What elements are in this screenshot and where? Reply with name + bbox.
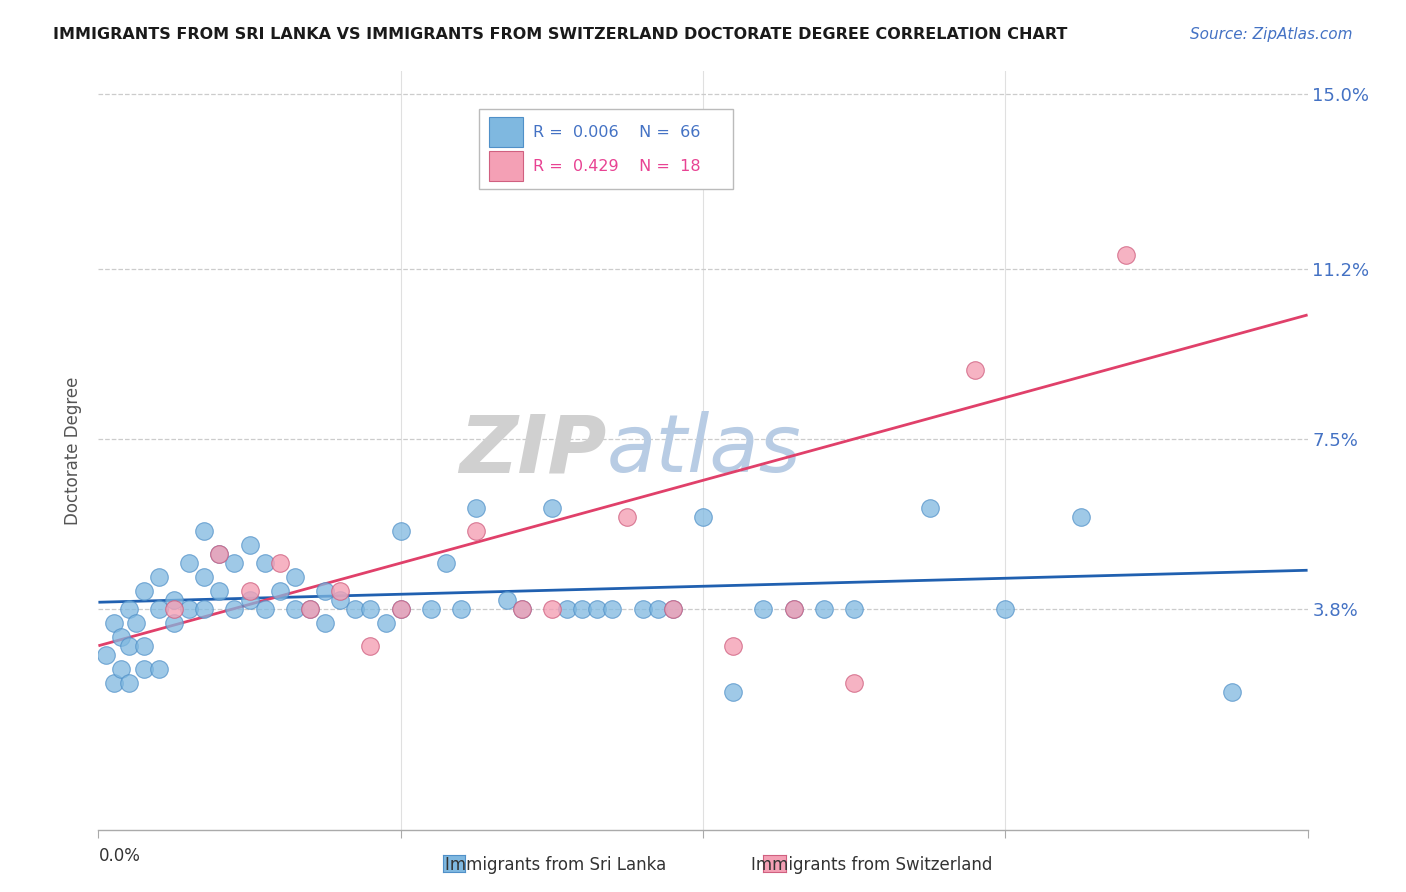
- Point: [253, 602, 276, 616]
- Point: [179, 602, 201, 616]
- Point: [465, 500, 488, 515]
- Point: [510, 602, 533, 616]
- Point: [132, 583, 155, 598]
- Point: [540, 602, 562, 616]
- Point: [148, 662, 170, 676]
- Text: R =  0.429    N =  18: R = 0.429 N = 18: [533, 159, 700, 174]
- Point: [208, 547, 231, 561]
- Point: [125, 615, 148, 630]
- Point: [510, 602, 533, 616]
- Point: [661, 602, 683, 616]
- Point: [208, 547, 231, 561]
- Point: [224, 556, 246, 570]
- Point: [284, 570, 307, 584]
- Point: [239, 538, 262, 552]
- Point: [434, 556, 457, 570]
- Point: [1115, 248, 1137, 262]
- Point: [813, 602, 835, 616]
- Point: [994, 602, 1017, 616]
- Text: Immigrants from Sri Lanka: Immigrants from Sri Lanka: [444, 856, 666, 874]
- Point: [723, 684, 745, 698]
- Point: [661, 602, 683, 616]
- Point: [647, 602, 669, 616]
- Point: [360, 602, 382, 616]
- Point: [1220, 684, 1243, 698]
- Point: [239, 592, 262, 607]
- Point: [571, 602, 593, 616]
- Point: [103, 615, 125, 630]
- Bar: [489, 117, 523, 147]
- Point: [208, 583, 231, 598]
- Point: [179, 556, 201, 570]
- Point: [374, 615, 396, 630]
- Point: [692, 510, 714, 524]
- Point: [752, 602, 775, 616]
- Point: [239, 583, 262, 598]
- Point: [844, 675, 866, 690]
- Point: [299, 602, 322, 616]
- Point: [299, 602, 322, 616]
- Point: [314, 583, 336, 598]
- Point: [783, 602, 806, 616]
- Point: [193, 602, 215, 616]
- Point: [465, 524, 488, 538]
- Point: [918, 500, 941, 515]
- Point: [344, 602, 367, 616]
- Point: [94, 648, 117, 662]
- Point: [103, 675, 125, 690]
- Point: [586, 602, 609, 616]
- Point: [723, 639, 745, 653]
- Point: [163, 602, 186, 616]
- Text: Source: ZipAtlas.com: Source: ZipAtlas.com: [1189, 27, 1353, 42]
- Point: [631, 602, 654, 616]
- Point: [314, 615, 336, 630]
- Point: [616, 510, 638, 524]
- Point: [163, 615, 186, 630]
- Point: [389, 602, 412, 616]
- Point: [420, 602, 443, 616]
- Point: [269, 556, 291, 570]
- Point: [329, 592, 352, 607]
- Point: [495, 592, 517, 607]
- Point: [329, 583, 352, 598]
- Text: Immigrants from Switzerland: Immigrants from Switzerland: [751, 856, 993, 874]
- Point: [132, 662, 155, 676]
- Point: [965, 363, 987, 377]
- Bar: [489, 151, 523, 181]
- Y-axis label: Doctorate Degree: Doctorate Degree: [65, 376, 83, 524]
- Point: [783, 602, 806, 616]
- Point: [844, 602, 866, 616]
- Point: [389, 602, 412, 616]
- Point: [148, 602, 170, 616]
- Point: [118, 675, 141, 690]
- Point: [163, 592, 186, 607]
- Point: [284, 602, 307, 616]
- Point: [193, 570, 215, 584]
- FancyBboxPatch shape: [479, 110, 734, 189]
- Point: [602, 602, 624, 616]
- Point: [148, 570, 170, 584]
- Point: [389, 524, 412, 538]
- Text: IMMIGRANTS FROM SRI LANKA VS IMMIGRANTS FROM SWITZERLAND DOCTORATE DEGREE CORREL: IMMIGRANTS FROM SRI LANKA VS IMMIGRANTS …: [53, 27, 1067, 42]
- Point: [132, 639, 155, 653]
- Point: [1070, 510, 1092, 524]
- Point: [118, 639, 141, 653]
- Text: 0.0%: 0.0%: [98, 847, 141, 865]
- Text: R =  0.006    N =  66: R = 0.006 N = 66: [533, 125, 700, 139]
- Point: [193, 524, 215, 538]
- Text: atlas: atlas: [606, 411, 801, 490]
- Point: [224, 602, 246, 616]
- Point: [110, 630, 132, 644]
- Point: [269, 583, 291, 598]
- Point: [450, 602, 472, 616]
- Text: ZIP: ZIP: [458, 411, 606, 490]
- Point: [253, 556, 276, 570]
- Point: [540, 500, 562, 515]
- Point: [360, 639, 382, 653]
- Point: [555, 602, 578, 616]
- Point: [118, 602, 141, 616]
- Point: [110, 662, 132, 676]
